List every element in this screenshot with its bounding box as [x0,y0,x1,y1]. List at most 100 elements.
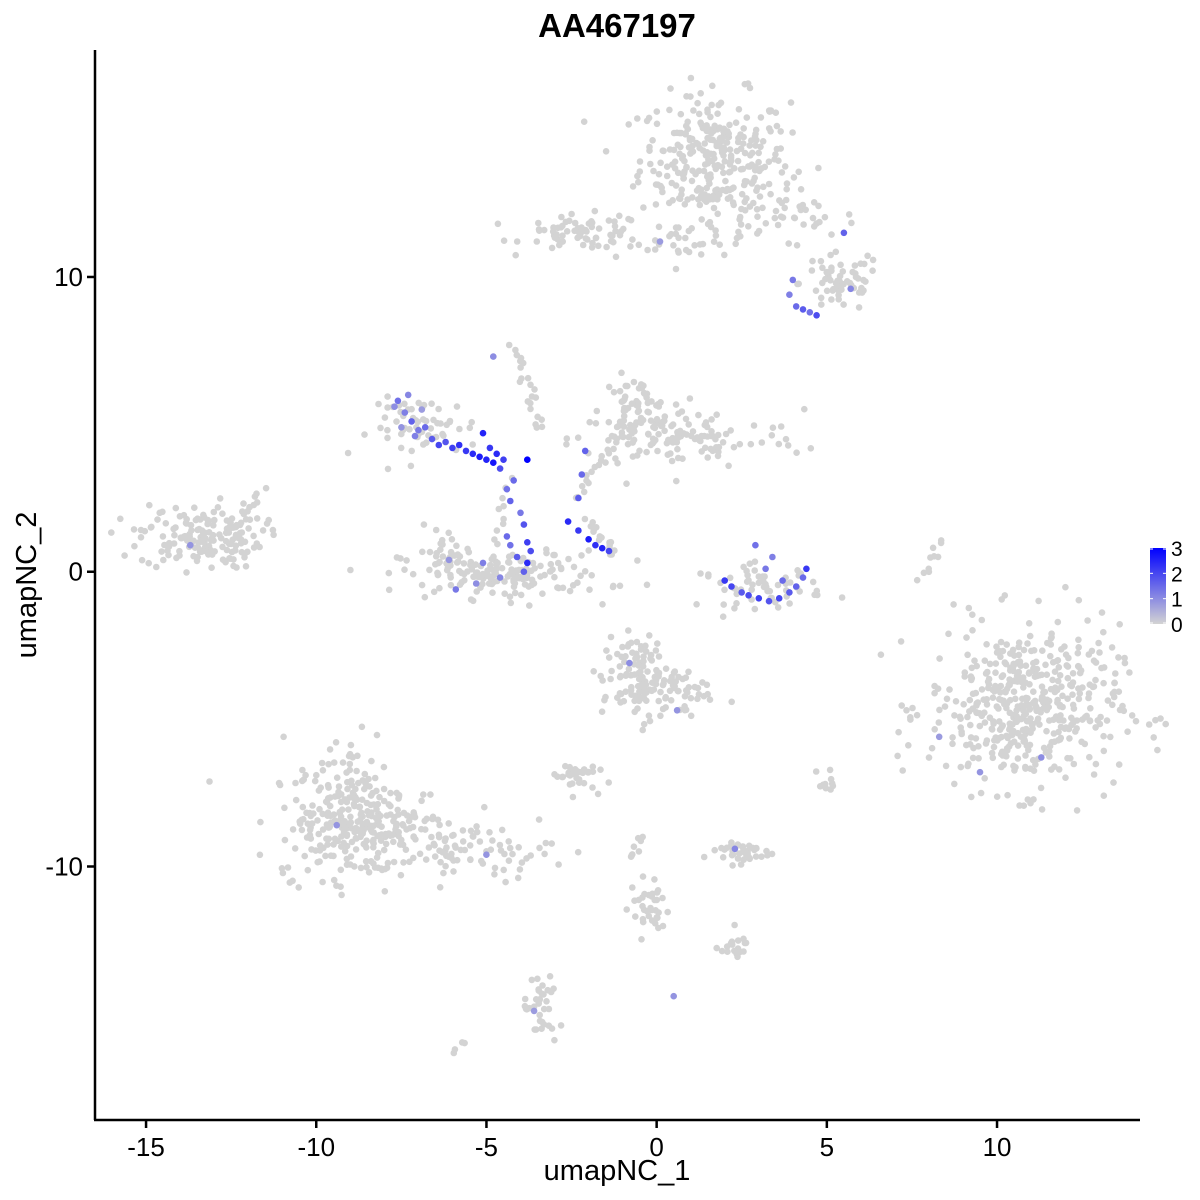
cell-point [960,701,967,708]
cell-point [205,529,213,536]
cell-point [1120,707,1128,715]
cell-point [447,571,454,579]
cell-point [509,850,516,858]
cell-point [555,861,562,868]
cell-point [1132,717,1140,725]
cell-point [373,805,380,813]
cell-point [682,234,689,242]
cell-point [516,378,524,386]
cell-point [1057,712,1064,719]
cell-point [629,236,636,243]
cell-point [371,774,379,782]
cell-point [363,799,371,807]
cell-point [602,693,609,701]
cell-point [728,698,735,706]
cell-point [1046,742,1054,750]
cell-point [1087,705,1094,712]
cell-point [320,844,327,852]
expressing-cell-point [496,465,504,472]
cell-point [630,378,638,386]
cell-point [687,93,694,100]
cell-point [1001,659,1009,666]
cell-point [832,248,840,256]
cell-point [467,596,475,603]
cell-point [592,234,600,242]
cell-point [737,166,745,173]
cell-point [589,784,596,791]
cell-point [219,510,226,517]
cell-point [451,842,459,849]
cell-point [540,1005,548,1013]
cell-point [688,135,696,143]
cell-point [737,145,745,152]
cell-point [746,84,754,92]
cell-point [628,400,636,408]
cell-point [705,193,712,200]
cell-point [748,180,756,187]
cell-point [627,243,634,250]
cell-point [330,876,338,884]
expressing-cell-point [401,409,409,416]
cell-point [250,532,257,540]
cell-point [605,383,613,391]
expressing-cell-point [575,527,582,534]
cell-point [374,849,382,857]
cell-point [393,554,401,561]
cell-point [362,858,370,865]
cell-point [384,426,391,434]
expressing-cell-point [786,589,793,596]
cell-point [1033,672,1041,680]
cell-point [562,218,570,226]
cell-point [276,781,284,789]
cell-point [355,803,363,811]
cell-point [786,600,793,607]
cell-point [931,726,938,733]
cell-point [405,817,413,825]
cell-point [625,641,632,648]
expressing-cell-point [486,444,494,452]
cell-point [540,226,548,234]
cell-point [701,140,708,147]
cell-point [541,850,548,858]
cell-point [653,889,661,896]
cell-point [712,227,719,234]
expressing-cell-point [418,406,426,413]
cell-point [512,346,519,354]
cell-point [752,844,760,852]
cell-point [675,234,682,242]
cell-point [346,760,354,768]
cell-point [588,572,595,579]
cell-point [612,253,620,261]
cell-point [519,554,527,562]
cell-point [363,844,370,851]
cell-point [481,803,488,811]
cell-point [790,214,798,221]
cell-point [298,816,306,824]
cell-point [819,264,826,272]
cell-point [617,228,625,235]
cell-point [795,168,802,176]
cell-point [668,179,676,187]
cell-point [920,569,928,577]
cell-point [992,669,999,676]
expressing-cell-point [765,597,773,605]
cell-point [828,296,835,303]
cell-point [289,826,297,833]
cell-point [998,748,1006,756]
cell-point [727,152,735,159]
cell-point [648,906,655,914]
cell-point [365,869,373,876]
cell-point [182,519,190,527]
expressing-cell-point [187,541,194,549]
cell-point [648,657,656,664]
cell-point [687,74,695,82]
cell-point [146,501,153,509]
cell-point [439,553,447,560]
legend-tick-label: 0 [1171,614,1183,637]
cell-point [984,668,991,676]
cell-point [704,109,711,116]
cell-point [781,204,788,212]
y-axis-label: umapNC_2 [11,512,43,659]
cell-point [1115,761,1123,768]
cell-point [635,178,642,186]
